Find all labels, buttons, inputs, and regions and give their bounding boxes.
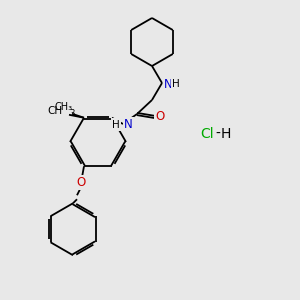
Text: N: N <box>164 77 173 91</box>
Text: H: H <box>221 127 231 141</box>
Text: H: H <box>172 79 180 89</box>
Text: Cl: Cl <box>200 127 214 141</box>
Text: CH: CH <box>48 106 63 116</box>
Text: -: - <box>216 127 220 141</box>
Text: O: O <box>155 110 165 124</box>
Text: H: H <box>112 119 120 130</box>
Text: N: N <box>124 118 133 131</box>
Text: CH₃: CH₃ <box>55 102 73 112</box>
Text: O: O <box>76 176 85 189</box>
Text: 3: 3 <box>69 109 75 118</box>
